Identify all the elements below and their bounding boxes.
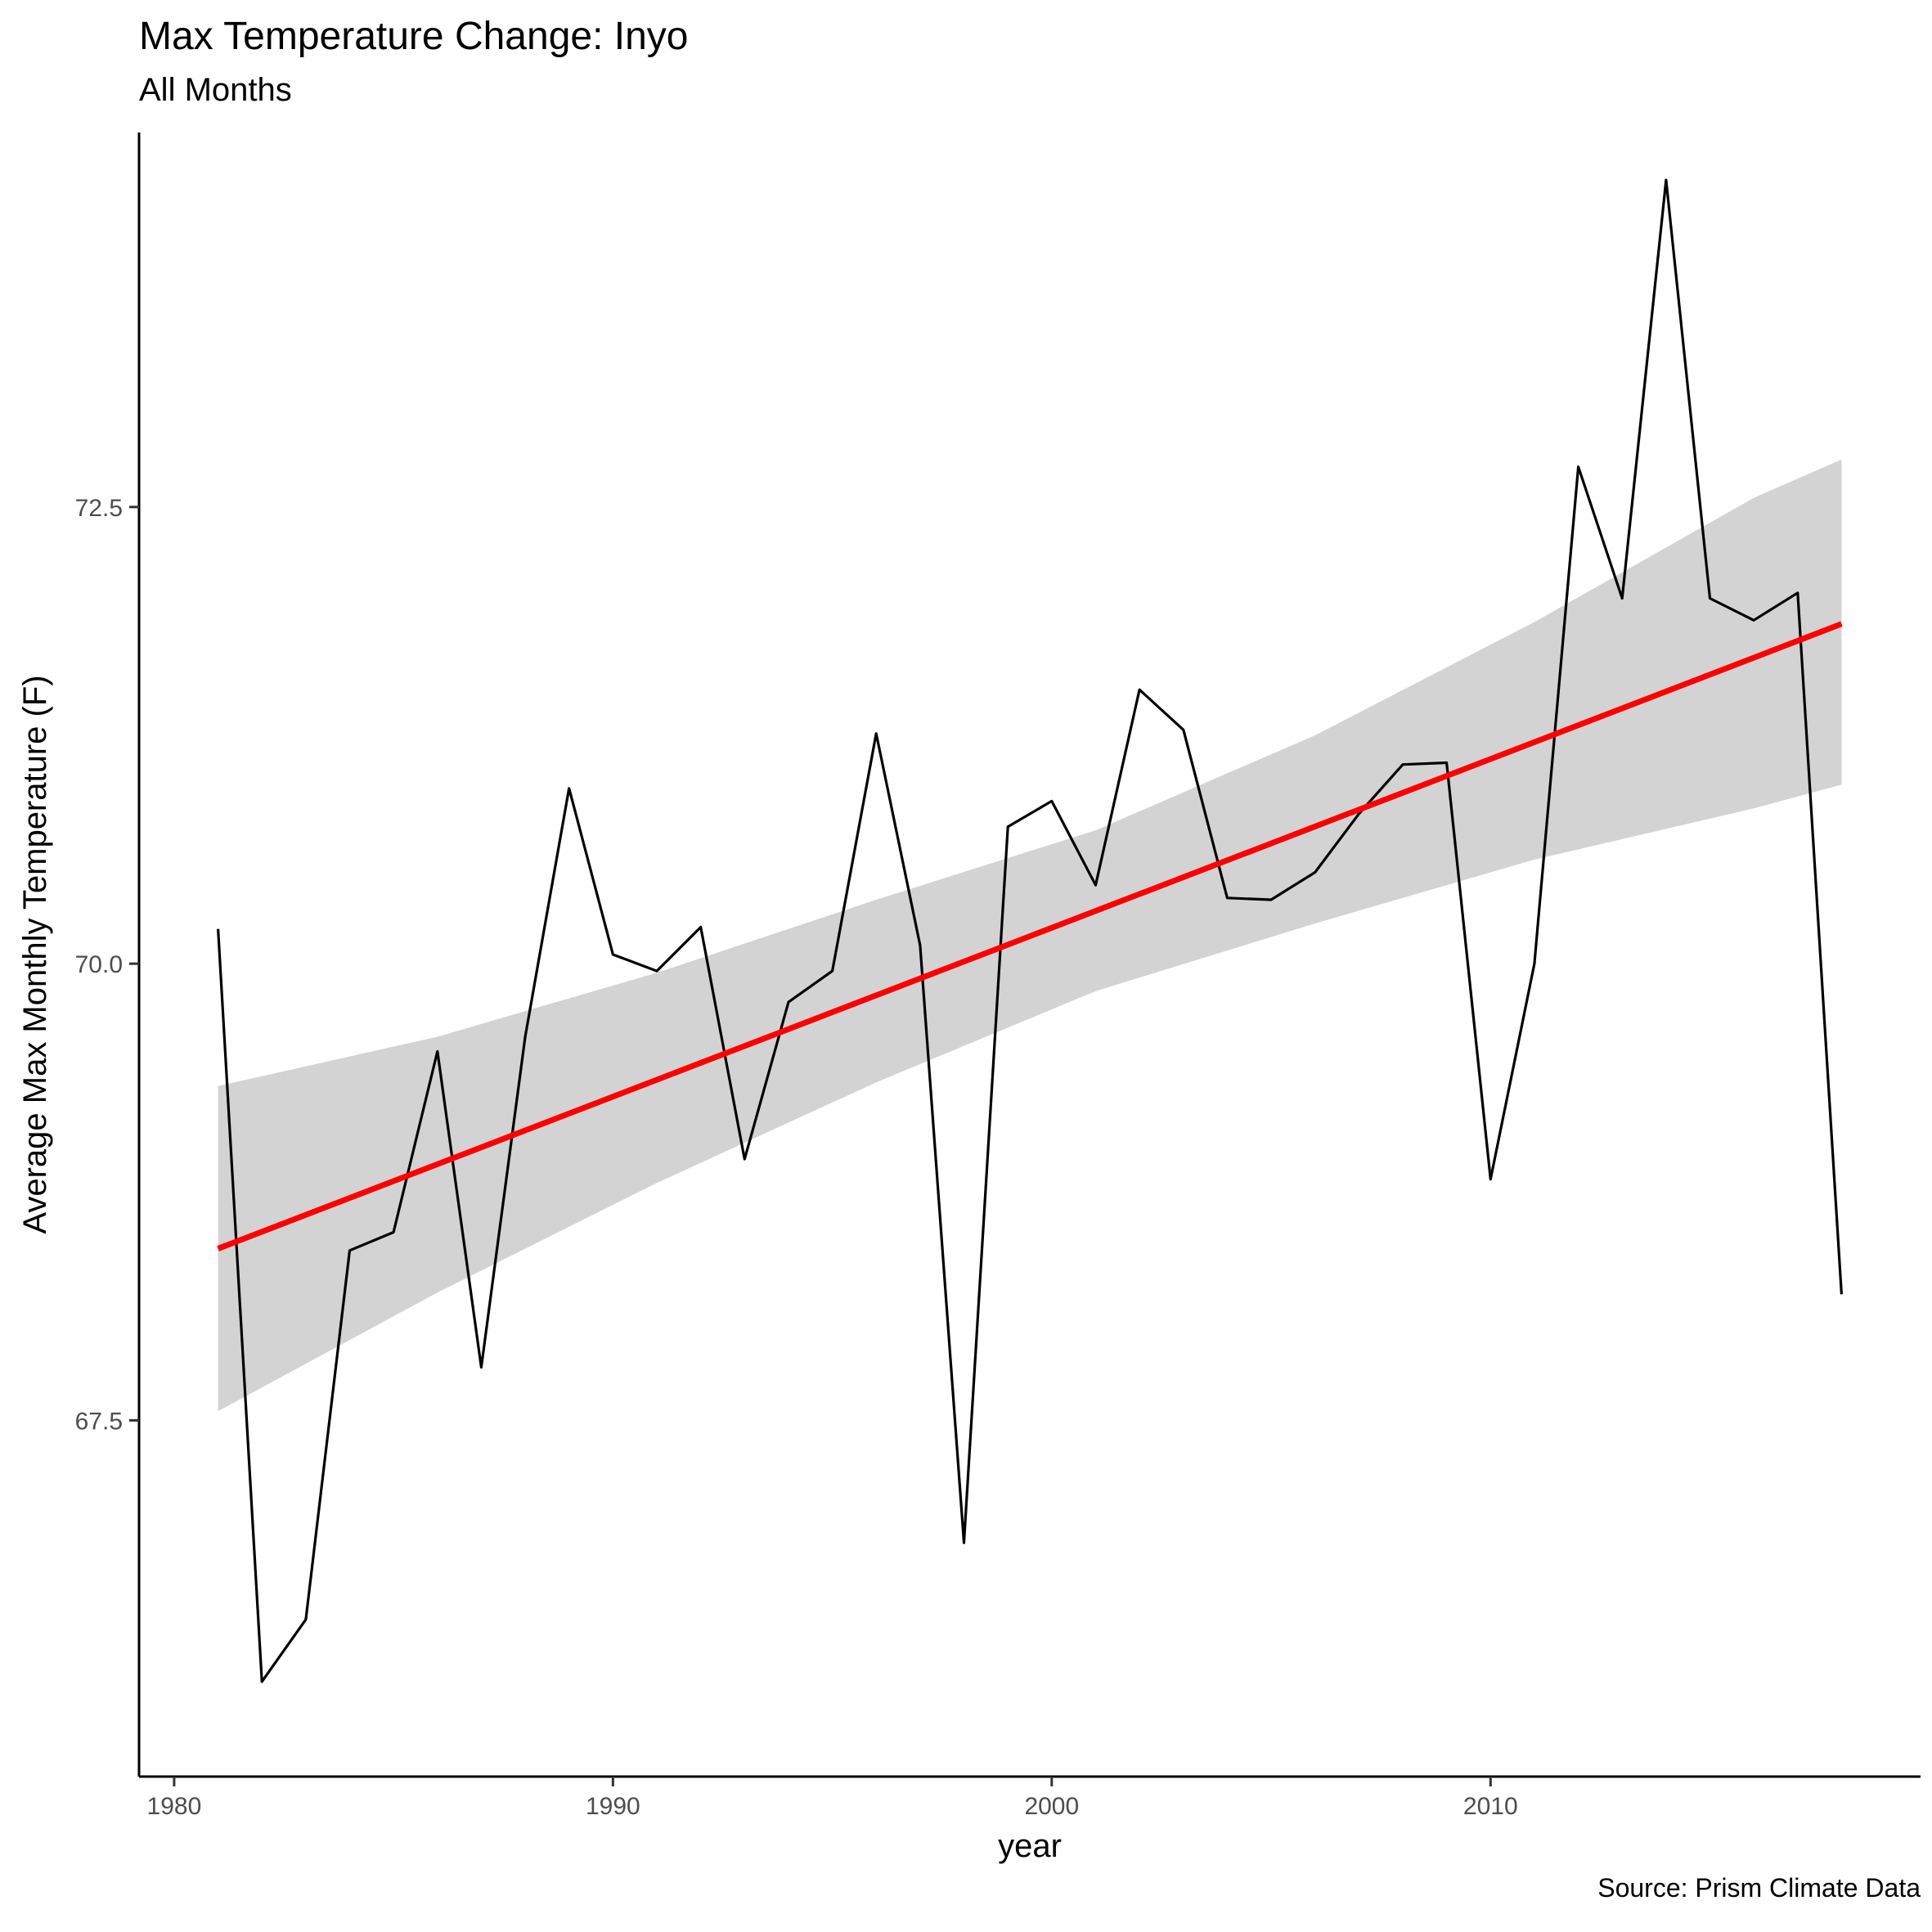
temperature-series-line <box>217 178 1843 1683</box>
trend-line-layer <box>217 621 1843 1251</box>
x-tick-label: 2000 <box>1024 1793 1079 1820</box>
trend-line <box>217 621 1843 1251</box>
x-axis-title: year <box>998 1828 1062 1864</box>
y-tick-label: 67.5 <box>75 1409 123 1436</box>
chart-subtitle: All Months <box>139 72 292 108</box>
data-line-layer <box>217 178 1843 1683</box>
x-tick-label: 2010 <box>1463 1793 1518 1820</box>
y-tick-label: 72.5 <box>75 495 123 522</box>
x-tick-label: 1990 <box>586 1793 640 1820</box>
x-tick-label: 1980 <box>147 1793 202 1820</box>
y-axis-ticks: 67.5 70.0 72.5 <box>75 495 139 1436</box>
chart-title: Max Temperature Change: Inyo <box>139 15 689 58</box>
y-axis-title: Average Max Monthly Temperature (F) <box>17 675 53 1233</box>
x-axis-ticks: 1980 1990 2000 2010 <box>147 1777 1518 1820</box>
y-tick-label: 70.0 <box>75 951 123 978</box>
chart-caption: Source: Prism Climate Data <box>1597 1873 1921 1903</box>
